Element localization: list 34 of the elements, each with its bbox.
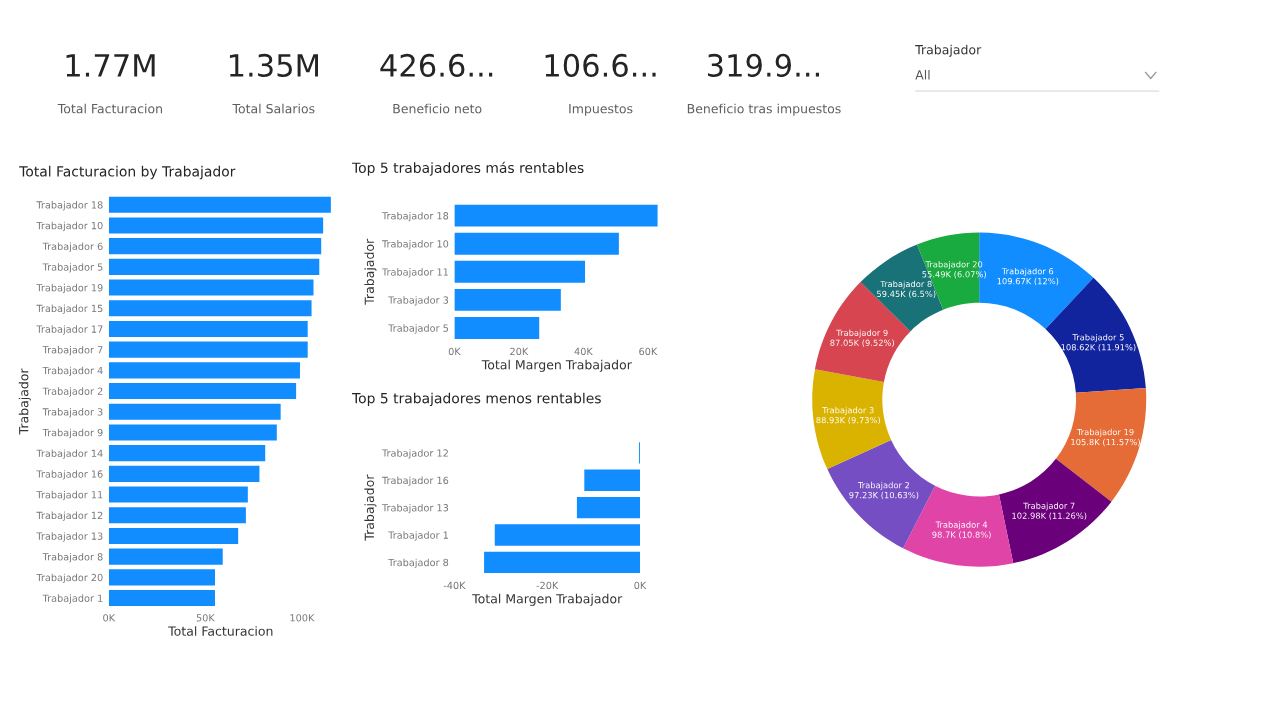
donut-slice [1055, 387, 1147, 502]
bar [108, 548, 223, 565]
donut-slice [827, 439, 936, 549]
text: 319.9... [707, 53, 819, 77]
bar [108, 465, 260, 482]
text: 426.6... [380, 53, 493, 77]
bar [108, 300, 312, 317]
bar [108, 403, 281, 420]
bar [108, 527, 239, 545]
bar [454, 260, 586, 283]
text: 1.77M [66, 54, 155, 77]
bar [108, 382, 297, 400]
bar [108, 507, 246, 524]
text: 1.35M [229, 53, 319, 77]
bar [454, 232, 619, 255]
bar [454, 317, 540, 339]
bar [454, 204, 658, 227]
bar [108, 279, 314, 296]
bar [108, 569, 216, 586]
bar [108, 196, 331, 213]
bar [108, 238, 322, 255]
bar [108, 258, 320, 275]
bar [108, 362, 300, 379]
bar [108, 589, 216, 607]
bar [454, 288, 561, 311]
text: 106.6... [545, 53, 656, 77]
donut-slice [998, 458, 1112, 564]
bar [108, 217, 324, 234]
bar [108, 341, 308, 358]
bar [108, 445, 266, 462]
bar [108, 320, 308, 338]
bar [108, 486, 248, 503]
bar [108, 424, 277, 441]
donut-slice [812, 369, 892, 470]
